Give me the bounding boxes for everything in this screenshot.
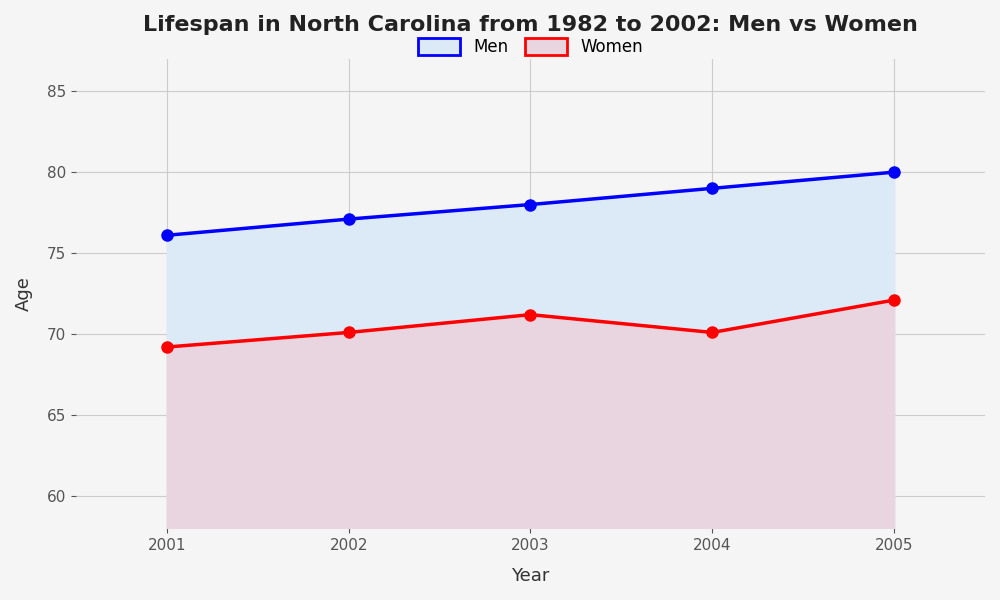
Women <box>161 343 173 350</box>
Y-axis label: Age: Age <box>15 276 33 311</box>
Men <box>161 232 173 239</box>
Women <box>888 296 900 304</box>
Women <box>706 329 718 336</box>
Women <box>343 329 355 336</box>
Line: Women: Women <box>161 295 900 353</box>
Men <box>524 201 536 208</box>
Line: Men: Men <box>161 167 900 241</box>
Men <box>888 169 900 176</box>
Legend: Men, Women: Men, Women <box>410 29 651 64</box>
X-axis label: Year: Year <box>511 567 550 585</box>
Title: Lifespan in North Carolina from 1982 to 2002: Men vs Women: Lifespan in North Carolina from 1982 to … <box>143 15 918 35</box>
Women <box>524 311 536 318</box>
Men <box>343 215 355 223</box>
Men <box>706 185 718 192</box>
